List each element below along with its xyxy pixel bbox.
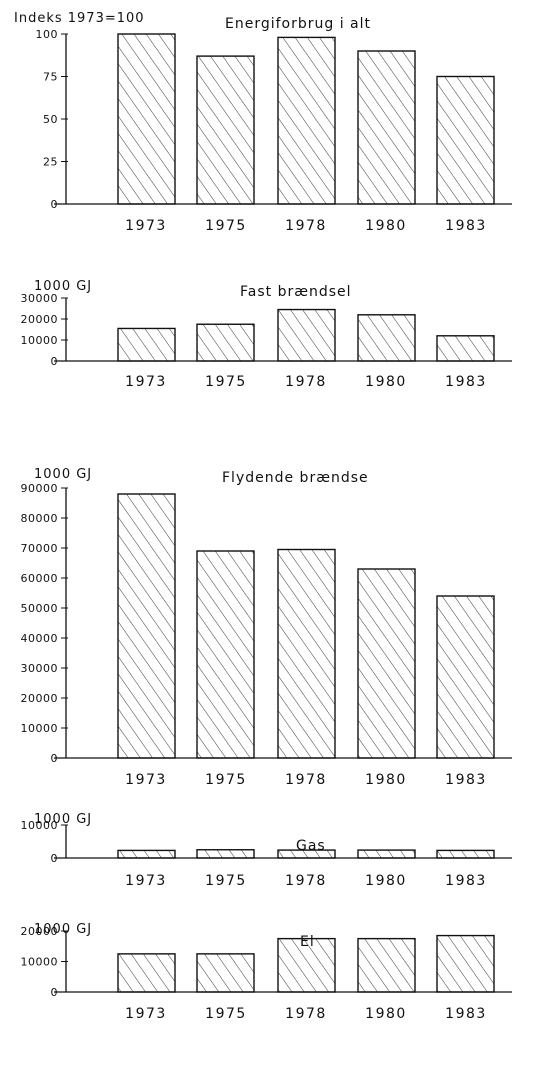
y-tick-label: 20000: [21, 925, 59, 938]
x-category-label: 1975: [205, 374, 247, 390]
y-tick-label: 40000: [21, 632, 59, 645]
chart-panel-5: 1000 GJEl0100002000019731975197819801983: [21, 922, 512, 1022]
x-category-label: 1983: [445, 873, 487, 889]
y-tick-label: 75: [43, 71, 58, 84]
bar-1978: [277, 548, 336, 759]
y-tick-label: 0: [51, 355, 59, 368]
bar-1983: [436, 75, 495, 205]
bar-1980: [357, 568, 416, 759]
y-tick-label: 100: [36, 28, 59, 41]
bar-1983: [436, 934, 495, 993]
x-category-label: 1983: [445, 772, 487, 788]
x-category-label: 1978: [285, 218, 327, 234]
y-tick-label: 25: [43, 156, 58, 169]
bar-1983: [436, 595, 495, 759]
bar-1975: [196, 550, 255, 759]
unit-label: 1000 GJ: [34, 922, 92, 937]
x-category-label: 1973: [125, 374, 167, 390]
y-tick-label: 90000: [21, 482, 59, 495]
x-category-label: 1975: [205, 772, 247, 788]
y-tick-label: 10000: [21, 956, 59, 969]
chart-title: Flydende brændse: [222, 470, 369, 486]
x-category-label: 1973: [125, 873, 167, 889]
bar-1978: [277, 36, 336, 205]
unit-label: Indeks 1973=100: [14, 11, 145, 26]
x-category-label: 1980: [365, 1006, 407, 1022]
x-category-label: 1973: [125, 218, 167, 234]
y-tick-label: 50: [43, 113, 58, 126]
bar-1980: [357, 314, 416, 362]
bar-1978: [277, 308, 336, 362]
y-tick-label: 0: [51, 198, 59, 211]
x-category-label: 1980: [365, 218, 407, 234]
bar-1975: [196, 323, 255, 362]
x-category-label: 1978: [285, 1006, 327, 1022]
bar-1980: [357, 50, 416, 205]
unit-label: 1000 GJ: [34, 279, 92, 294]
y-tick-label: 0: [51, 852, 59, 865]
x-category-label: 1978: [285, 873, 327, 889]
unit-label: 1000 GJ: [34, 467, 92, 482]
y-tick-label: 20000: [21, 692, 59, 705]
bar-1978: [277, 849, 336, 859]
x-category-label: 1975: [205, 873, 247, 889]
y-tick-label: 70000: [21, 542, 59, 555]
y-tick-label: 30000: [21, 662, 59, 675]
y-tick-label: 80000: [21, 512, 59, 525]
x-category-label: 1980: [365, 873, 407, 889]
chart-panel-2: 1000 GJ Fast brændsel 0 10000 20000 30000 1973…: [21, 279, 512, 390]
y-tick-label: 20000: [21, 313, 59, 326]
y-tick-label: 0: [51, 986, 59, 999]
bar-1983: [436, 849, 495, 859]
y-tick-label: 60000: [21, 572, 59, 585]
bar-1975: [196, 849, 255, 859]
x-category-label: 1980: [365, 772, 407, 788]
unit-label: 1000 GJ: [34, 812, 92, 827]
y-tick-label: 30000: [21, 292, 59, 305]
y-tick-label: 0: [51, 752, 59, 765]
x-category-label: 1983: [445, 374, 487, 390]
bar-1973: [117, 493, 176, 759]
bar-1973: [117, 953, 176, 993]
x-category-label: 1983: [445, 218, 487, 234]
y-tick-label: 10000: [21, 722, 59, 735]
bar-1975: [196, 55, 255, 205]
bar-1975: [196, 953, 255, 993]
x-category-label: 1975: [205, 218, 247, 234]
bar-1980: [357, 937, 416, 993]
x-category-label: 1980: [365, 374, 407, 390]
y-tick-label: 10000: [21, 334, 59, 347]
bar-1978: [277, 937, 336, 993]
chart-panel-1: Indeks 1973=100 Energiforbrug i alt 0 25 50 7…: [14, 11, 512, 234]
x-category-label: 1978: [285, 374, 327, 390]
x-category-label: 1983: [445, 1006, 487, 1022]
x-category-label: 1975: [205, 1006, 247, 1022]
y-tick-label: 10000: [21, 819, 59, 832]
bar-1983: [436, 335, 495, 362]
y-tick-label: 50000: [21, 602, 59, 615]
x-category-label: 1978: [285, 772, 327, 788]
x-category-label: 1973: [125, 772, 167, 788]
bar-1973: [117, 849, 176, 859]
x-category-label: 1973: [125, 1006, 167, 1022]
bar-1973: [117, 33, 176, 205]
bar-1973: [117, 327, 176, 362]
chart-panel-3: 1000 GJ Flydende brændse 0 10000 20000 30000 4…: [21, 467, 512, 788]
bar-1980: [357, 849, 416, 859]
chart-title: Energiforbrug i alt: [225, 16, 371, 32]
chart-title: Fast brændsel: [240, 284, 352, 300]
